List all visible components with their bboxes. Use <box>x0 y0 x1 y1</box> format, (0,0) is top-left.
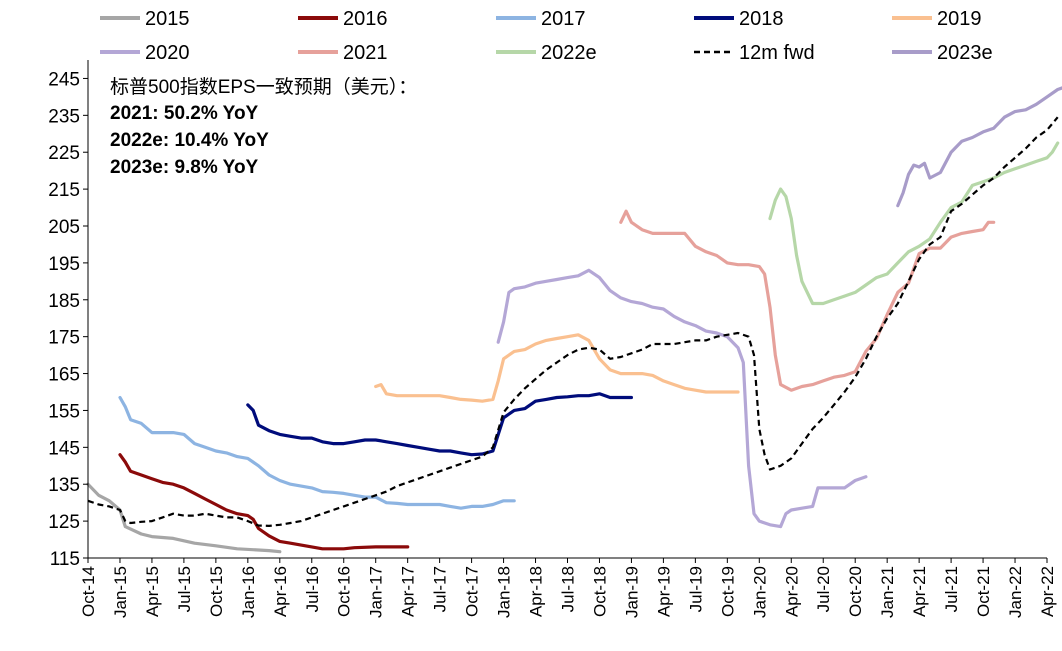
y-axis-ticks: 115 125 135 145 155 165 175 185 195 205 215 225 235 2… <box>48 69 88 570</box>
y-tick-label: 175 <box>48 328 80 349</box>
x-tick-label: Jan-20 <box>750 566 769 618</box>
x-tick-label: Oct-21 <box>974 566 993 617</box>
axes: 115 125 135 145 155 165 175 185 195 205 215 225 235 2… <box>48 60 1057 618</box>
x-tick-label: Jul-17 <box>431 566 450 612</box>
x-tick-label: Apr-21 <box>910 566 929 617</box>
y-tick-label: 245 <box>48 69 80 90</box>
legend-label-2015: 2015 <box>145 8 190 30</box>
x-tick-label: Jan-17 <box>367 566 386 618</box>
annotation-2021: 2021: 50.2% YoY <box>110 103 259 124</box>
x-tick-label: Oct-19 <box>718 566 737 617</box>
series-line-2016 <box>118 453 410 551</box>
y-tick-label: 155 <box>48 401 80 422</box>
x-tick-label: Jan-19 <box>622 566 641 618</box>
y-tick-label: 225 <box>48 143 80 164</box>
x-tick-label: Jul-20 <box>814 566 833 612</box>
series-line-2022e <box>768 141 1060 306</box>
annotation-box: 标普500指数EPS一致预期（美元）： 2021: 50.2% YoY 2022… <box>110 76 417 178</box>
x-axis-ticks: Oct-14 Jan-15 Apr-15 Jul-15 Oct-15 Jan-16 Apr-… <box>79 558 1057 618</box>
y-tick-label: 235 <box>48 106 80 127</box>
x-tick-label: Oct-14 <box>79 566 98 617</box>
x-tick-label: Jan-21 <box>878 566 897 618</box>
series-line-12m-fwd <box>87 116 1059 527</box>
legend-label-2023e: 2023e <box>937 42 993 64</box>
legend-label-12m-fwd: 12m fwd <box>739 42 815 64</box>
x-tick-label: Oct-20 <box>846 566 865 617</box>
x-tick-label: Jul-16 <box>303 566 322 612</box>
x-tick-label: Apr-20 <box>782 566 801 617</box>
y-tick-label: 145 <box>48 438 80 459</box>
y-tick-label: 135 <box>48 475 80 496</box>
annotation-2022e: 2022e: 10.4% YoY <box>110 130 269 151</box>
series-line-2023e <box>896 86 1062 208</box>
annotation-title: 标普500指数EPS一致预期（美元）： <box>110 76 417 98</box>
legend-label-2016: 2016 <box>343 8 388 30</box>
legend-label-2017: 2017 <box>541 8 586 30</box>
x-tick-label: Jan-18 <box>495 566 514 618</box>
x-tick-label: Apr-15 <box>143 566 162 617</box>
legend: 2015 2016 2017 2018 2019 2020 2021 2022e 12m fwd… <box>100 8 993 64</box>
legend-label-2020: 2020 <box>145 42 190 64</box>
y-tick-label: 185 <box>48 291 80 312</box>
legend-label-2018: 2018 <box>739 8 784 30</box>
x-tick-label: Jul-21 <box>942 566 961 612</box>
x-tick-label: Apr-19 <box>654 566 673 617</box>
x-tick-label: Oct-18 <box>590 566 609 617</box>
x-tick-label: Jan-22 <box>1006 566 1025 618</box>
y-tick-label: 205 <box>48 217 80 238</box>
x-tick-label: Jan-15 <box>111 566 130 618</box>
x-tick-label: Oct-17 <box>463 566 482 617</box>
legend-label-2021: 2021 <box>343 42 388 64</box>
x-tick-label: Jan-16 <box>239 566 258 618</box>
y-tick-label: 165 <box>48 365 80 386</box>
x-tick-label: Apr-17 <box>399 566 418 617</box>
series-line-2015 <box>86 482 282 554</box>
x-tick-label: Jul-15 <box>175 566 194 612</box>
legend-label-2022e: 2022e <box>541 42 597 64</box>
series-line-2020 <box>496 268 868 529</box>
annotation-2023e: 2023e: 9.8% YoY <box>110 157 259 178</box>
y-tick-label: 195 <box>48 254 80 275</box>
series-line-2021 <box>619 209 996 392</box>
y-tick-label: 215 <box>48 180 80 201</box>
series-line-2017 <box>118 395 516 510</box>
y-tick-label: 125 <box>48 512 80 533</box>
x-tick-label: Oct-16 <box>335 566 354 617</box>
y-tick-label: 115 <box>50 549 80 570</box>
x-tick-label: Jul-18 <box>559 566 578 612</box>
x-tick-label: Apr-22 <box>1038 566 1057 617</box>
x-tick-label: Jul-19 <box>686 566 705 612</box>
series-layer <box>86 86 1062 554</box>
x-tick-label: Apr-18 <box>527 566 546 617</box>
x-tick-label: Apr-16 <box>271 566 290 617</box>
legend-label-2019: 2019 <box>937 8 982 30</box>
series-line-2019 <box>374 333 740 403</box>
series-line-2018 <box>246 392 633 457</box>
x-tick-label: Oct-15 <box>207 566 226 617</box>
